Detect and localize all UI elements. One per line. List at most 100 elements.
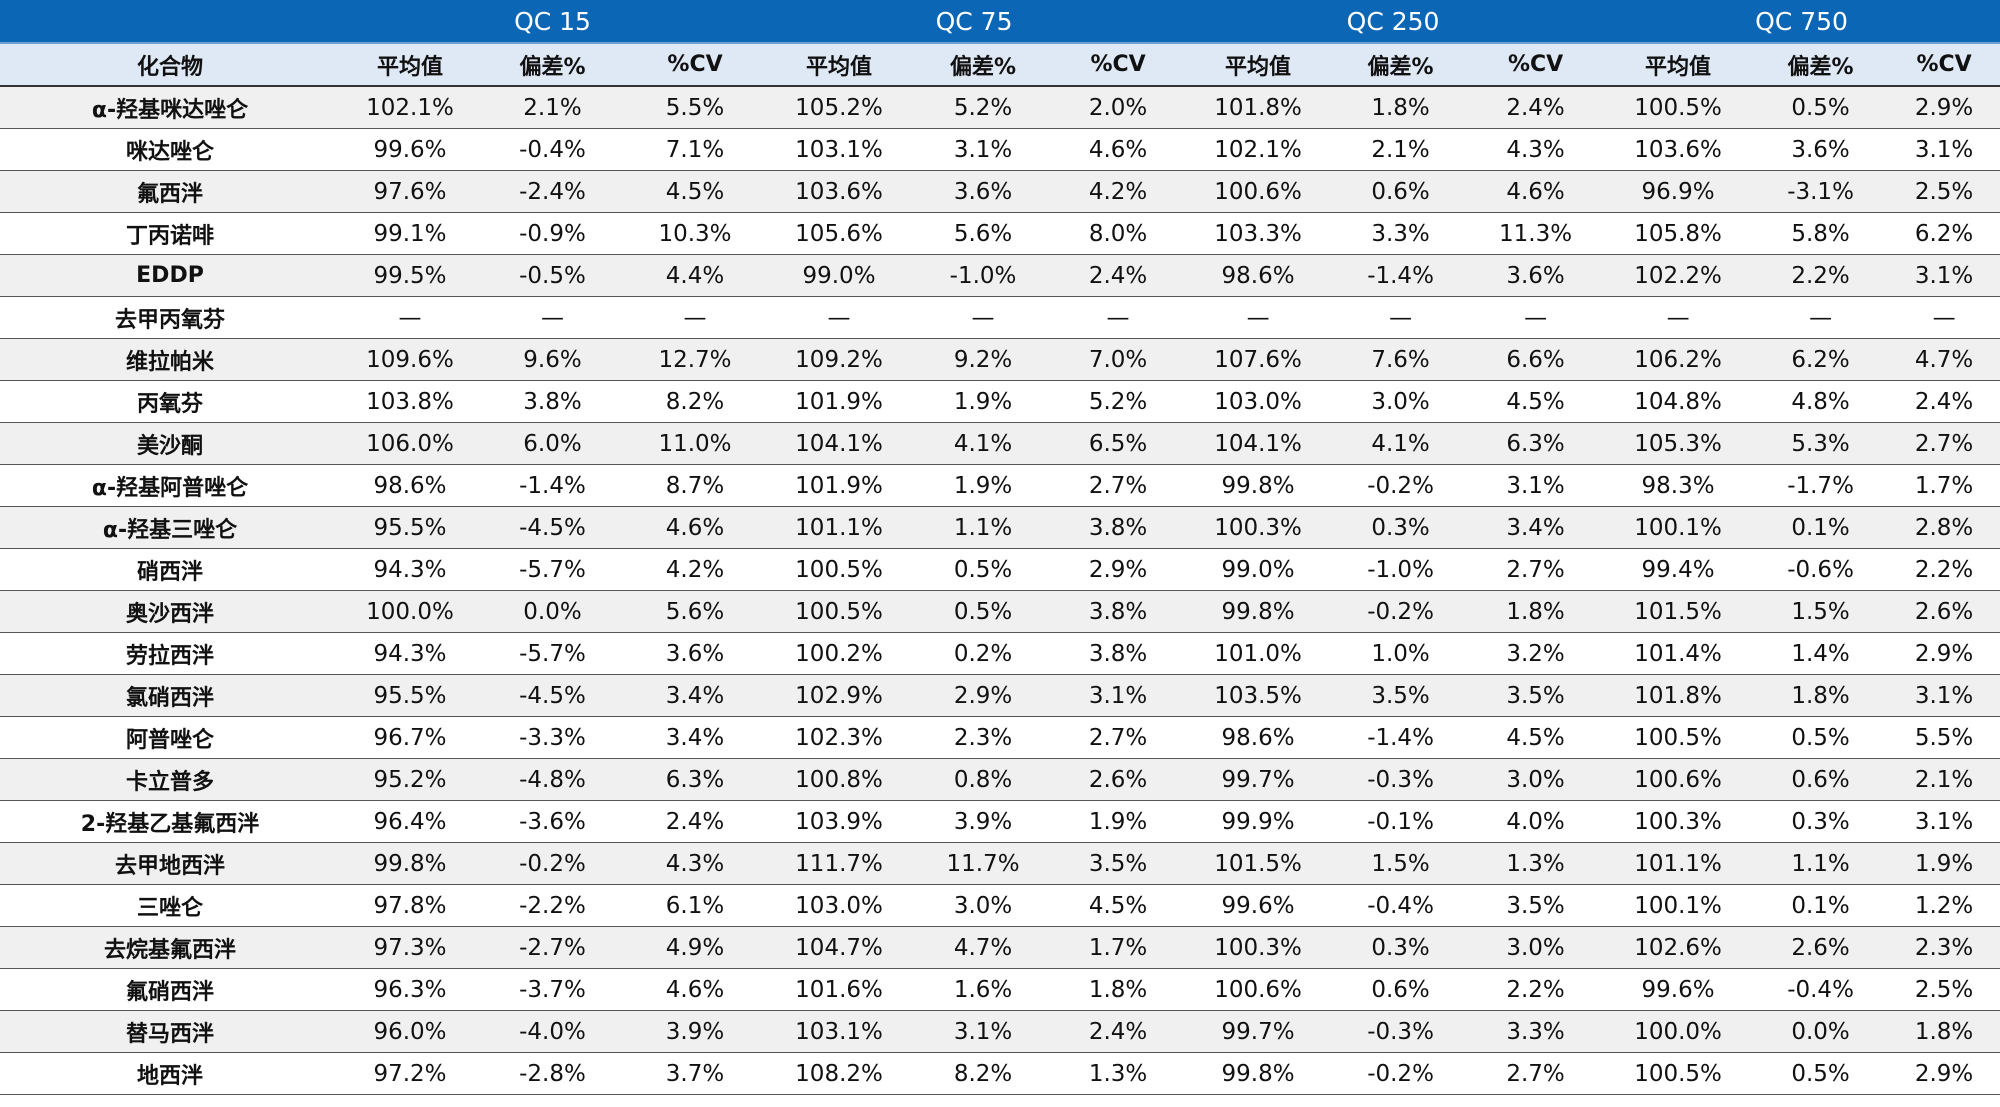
value-cell: 0.6% [1333, 968, 1469, 1011]
compound-name-cell: α-羟基阿普唑仑 [0, 464, 340, 507]
value-cell: 99.1% [340, 212, 480, 255]
value-cell: 4.2% [625, 548, 766, 591]
table-row: 替马西泮 96.0% -4.0% 3.9% 103.1% 3.1% 2.4% 99.7% -0.… [0, 1010, 2000, 1053]
value-cell: 103.0% [1183, 380, 1334, 423]
value-cell: 2.9% [1888, 1052, 2000, 1095]
value-cell: 104.7% [765, 926, 914, 969]
column-header: 平均值 [1603, 43, 1754, 87]
value-cell: 103.0% [765, 884, 914, 927]
value-cell: 3.1% [1888, 128, 2000, 171]
value-cell: 101.6% [765, 968, 914, 1011]
value-cell: 101.9% [765, 380, 914, 423]
value-cell: 1.9% [913, 380, 1054, 423]
value-cell: 105.2% [765, 86, 914, 129]
table-row: α-羟基咪达唑仑 102.1% 2.1% 5.5% 105.2% 5.2% 2.0% 101.… [0, 86, 2000, 129]
value-cell: 11.7% [913, 842, 1054, 885]
value-cell: 1.3% [1468, 842, 1604, 885]
column-header: 偏差% [913, 43, 1054, 87]
value-cell: 3.3% [1333, 212, 1469, 255]
value-cell: 101.8% [1603, 674, 1754, 717]
value-cell: 0.5% [1753, 1052, 1889, 1095]
value-cell: 3.6% [913, 170, 1054, 213]
table-row: 去甲地西泮 99.8% -0.2% 4.3% 111.7% 11.7% 3.5% 101.5%… [0, 842, 2000, 885]
value-cell: 99.6% [340, 128, 480, 171]
value-cell: -0.2% [1333, 1052, 1469, 1095]
value-cell: 96.0% [340, 1010, 480, 1053]
value-cell: 1.4% [1753, 632, 1889, 675]
value-cell: 1.5% [1333, 842, 1469, 885]
value-cell: 99.8% [1183, 1052, 1334, 1095]
value-cell: 97.2% [340, 1052, 480, 1095]
value-cell: 3.1% [1053, 674, 1184, 717]
value-cell: 4.3% [1468, 128, 1604, 171]
value-cell: 101.9% [765, 464, 914, 507]
value-cell: 96.3% [340, 968, 480, 1011]
value-cell: 3.1% [913, 1010, 1054, 1053]
value-cell: -0.9% [480, 212, 625, 255]
value-cell: 0.1% [1753, 506, 1889, 549]
value-cell: 97.8% [340, 884, 480, 927]
compound-name-cell: 去甲地西泮 [0, 842, 340, 885]
value-cell: 101.1% [1603, 842, 1754, 885]
group-header-qc250: QC 250 [1183, 0, 1604, 44]
value-cell: 109.6% [340, 338, 480, 381]
value-cell: 102.9% [765, 674, 914, 717]
value-cell: 7.6% [1333, 338, 1469, 381]
value-cell: -3.3% [480, 716, 625, 759]
value-cell: 96.4% [340, 800, 480, 843]
value-cell: 3.4% [625, 674, 766, 717]
column-header: 平均值 [1183, 43, 1334, 87]
value-cell: 3.2% [1468, 632, 1604, 675]
value-cell: 0.5% [1753, 86, 1889, 129]
value-cell: 5.3% [1753, 422, 1889, 465]
value-cell: -0.2% [1333, 464, 1469, 507]
value-cell: 101.5% [1183, 842, 1334, 885]
value-cell: 99.8% [1183, 464, 1334, 507]
value-cell: -0.4% [1753, 968, 1889, 1011]
value-cell: 102.1% [1183, 128, 1334, 171]
column-header: 平均值 [340, 43, 480, 87]
table-row: 去甲丙氧芬 — — — — — — — — — — — — [0, 296, 2000, 339]
column-header: 偏差% [1333, 43, 1469, 87]
value-cell: 1.7% [1888, 464, 2000, 507]
value-cell: 105.3% [1603, 422, 1754, 465]
value-cell: -4.8% [480, 758, 625, 801]
compound-name-cell: 去烷基氟西泮 [0, 926, 340, 969]
value-cell: 2.3% [1888, 926, 2000, 969]
value-cell: 4.8% [1753, 380, 1889, 423]
value-cell: 0.0% [1753, 1010, 1889, 1053]
value-cell: 98.6% [340, 464, 480, 507]
column-header: 偏差% [1753, 43, 1889, 87]
value-cell: 4.6% [625, 968, 766, 1011]
value-cell: 99.6% [1603, 968, 1754, 1011]
value-cell: 100.1% [1603, 506, 1754, 549]
value-cell: 101.8% [1183, 86, 1334, 129]
value-cell: 3.4% [1468, 506, 1604, 549]
value-cell: 3.0% [1468, 758, 1604, 801]
value-cell: 6.0% [480, 422, 625, 465]
value-cell: 103.8% [340, 380, 480, 423]
value-cell: 5.6% [625, 590, 766, 633]
value-cell: 100.5% [1603, 86, 1754, 129]
value-cell: — [340, 296, 480, 339]
value-cell: 4.5% [625, 170, 766, 213]
value-cell: 101.4% [1603, 632, 1754, 675]
table-body: α-羟基咪达唑仑 102.1% 2.1% 5.5% 105.2% 5.2% 2.0% 101.… [0, 86, 2000, 1095]
value-cell: 3.6% [1753, 128, 1889, 171]
value-cell: 103.6% [765, 170, 914, 213]
value-cell: 6.2% [1753, 338, 1889, 381]
value-cell: 3.0% [913, 884, 1054, 927]
value-cell: 0.5% [913, 590, 1054, 633]
value-cell: 3.0% [1468, 926, 1604, 969]
value-cell: 0.8% [913, 758, 1054, 801]
table-row: α-羟基阿普唑仑 98.6% -1.4% 8.7% 101.9% 1.9% 2.7% 99.8… [0, 464, 2000, 507]
value-cell: 11.3% [1468, 212, 1604, 255]
value-cell: 100.0% [1603, 1010, 1754, 1053]
value-cell: 4.5% [1468, 716, 1604, 759]
table-row: 丁丙诺啡 99.1% -0.9% 10.3% 105.6% 5.6% 8.0% 103.3% 3… [0, 212, 2000, 255]
table-row: 三唑仑 97.8% -2.2% 6.1% 103.0% 3.0% 4.5% 99.6% -0.4… [0, 884, 2000, 927]
value-cell: 4.1% [913, 422, 1054, 465]
value-cell: 102.1% [340, 86, 480, 129]
value-cell: 2.2% [1468, 968, 1604, 1011]
compound-name-cell: 丙氧芬 [0, 380, 340, 423]
